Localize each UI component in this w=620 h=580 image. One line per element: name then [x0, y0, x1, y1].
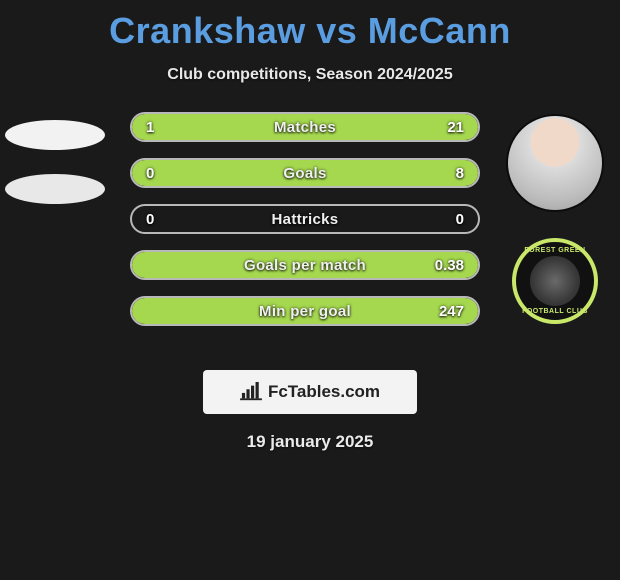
player-right-club-badge: FOREST GREEN FOOTBALL CLUB [512, 238, 598, 324]
comparison-area: FOREST GREEN FOOTBALL CLUB 1 Matches 21 0 Go… [0, 112, 620, 352]
player-left-club-placeholder [5, 174, 105, 204]
stat-value-left: 0 [146, 165, 154, 182]
attribution-badge: FcTables.com [203, 370, 417, 414]
stat-row: 0 Hattricks 0 [130, 204, 480, 234]
stat-label: Goals per match [244, 257, 366, 274]
stat-label: Matches [274, 119, 336, 136]
stat-row: Min per goal 247 [130, 296, 480, 326]
club-badge-top-text: FOREST GREEN [524, 247, 585, 254]
stat-bars: 1 Matches 21 0 Goals 8 0 Hattricks 0 Goals per ma… [130, 112, 480, 342]
stat-value-right: 0.38 [435, 257, 464, 274]
attribution-text: FcTables.com [268, 382, 380, 402]
stat-row: Goals per match 0.38 [130, 250, 480, 280]
stat-value-left: 1 [146, 119, 154, 136]
player-right-avatar [508, 116, 602, 210]
stat-label: Goals [283, 165, 326, 182]
stat-label: Hattricks [272, 211, 339, 228]
club-badge-inner [530, 256, 580, 306]
subtitle: Club competitions, Season 2024/2025 [0, 66, 620, 84]
player-left-column [0, 112, 110, 204]
stat-value-right: 8 [456, 165, 464, 182]
page-title: Crankshaw vs McCann [0, 0, 620, 52]
stat-value-right: 247 [439, 303, 464, 320]
club-badge-bottom-text: FOOTBALL CLUB [522, 308, 588, 315]
chart-icon [240, 382, 262, 402]
stat-value-right: 0 [456, 211, 464, 228]
player-right-column: FOREST GREEN FOOTBALL CLUB [500, 112, 610, 324]
player-left-avatar-placeholder [5, 120, 105, 150]
stat-label: Min per goal [259, 303, 351, 320]
date-text: 19 january 2025 [0, 432, 620, 452]
stat-row: 1 Matches 21 [130, 112, 480, 142]
stat-value-right: 21 [447, 119, 464, 136]
stat-row: 0 Goals 8 [130, 158, 480, 188]
stat-value-left: 0 [146, 211, 154, 228]
